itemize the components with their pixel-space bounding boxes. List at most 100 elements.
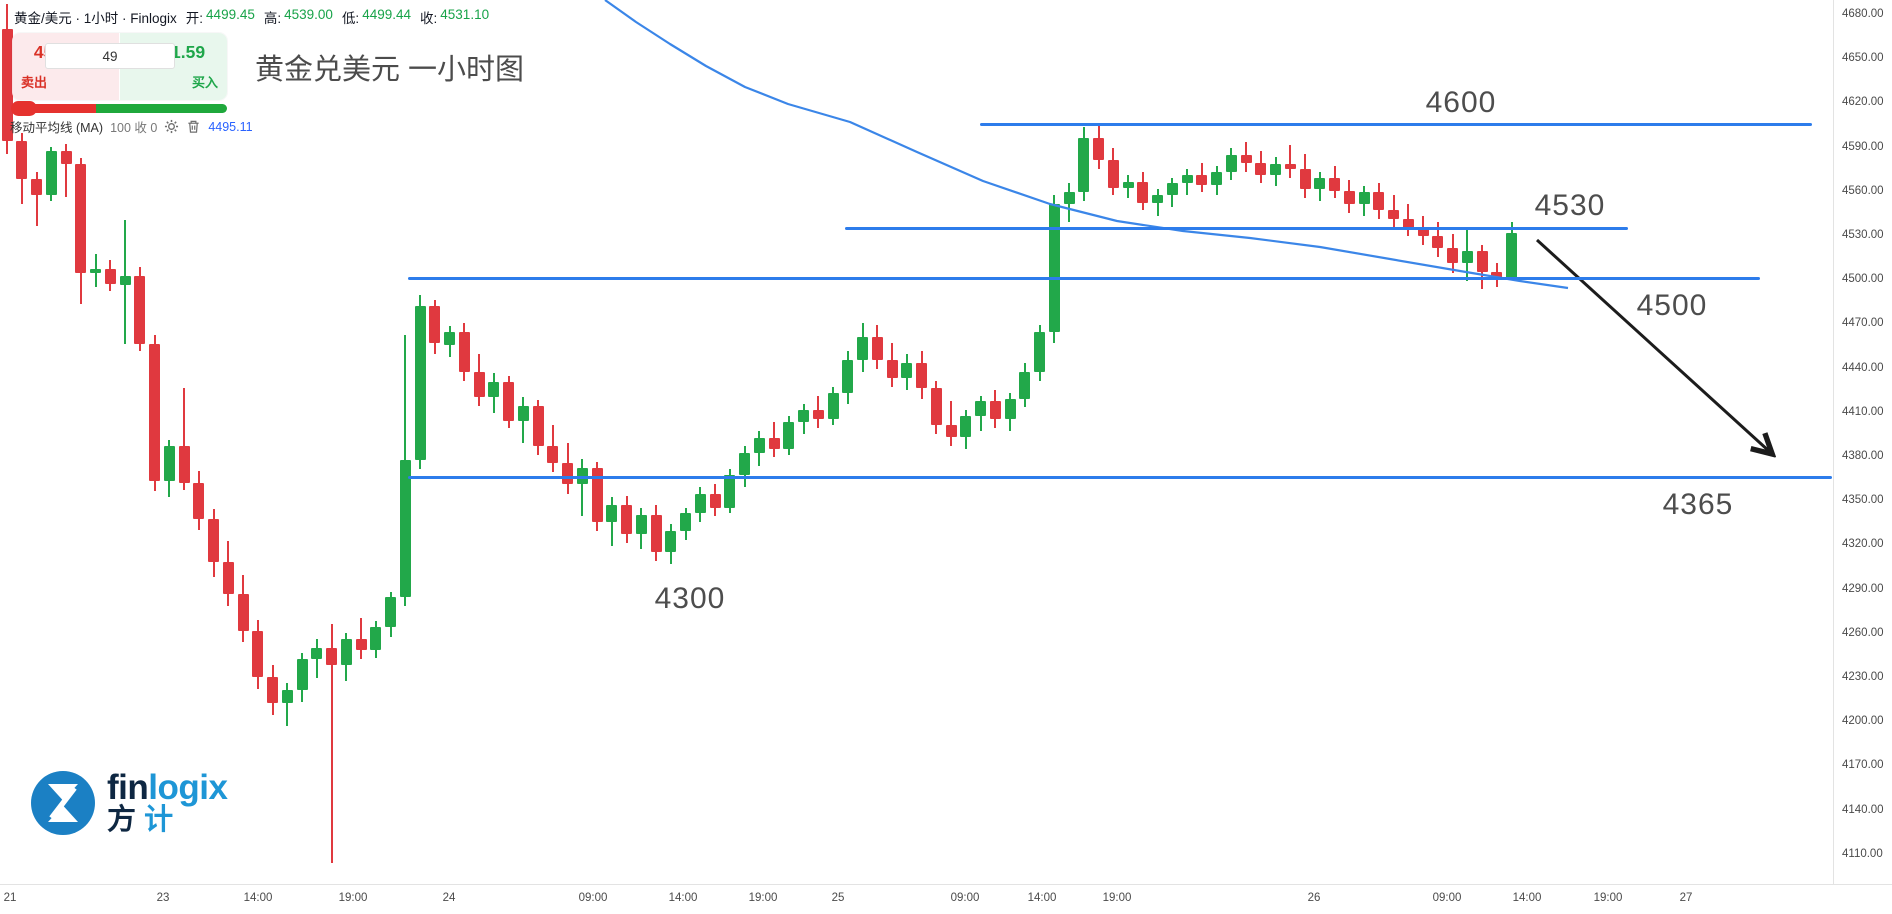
time-axis-label: 19:00 bbox=[1102, 892, 1132, 904]
level-line-4500[interactable] bbox=[408, 276, 1760, 280]
ohlc-high: 高: 4539.00 bbox=[263, 7, 333, 26]
candle bbox=[827, 392, 839, 420]
candle bbox=[340, 638, 352, 666]
indicator-row-ma[interactable]: 移动平均线 (MA) 100 收 0 4495.11 bbox=[10, 117, 253, 136]
trash-icon[interactable] bbox=[186, 119, 201, 134]
price-axis-label: 4500.00 bbox=[1842, 273, 1884, 286]
candle bbox=[370, 626, 382, 651]
candle bbox=[1048, 204, 1060, 333]
symbol-ohlc-bar[interactable]: 黄金/美元 · 1小时 · Finlogix 开: 4499.45 高: 4539.… bbox=[14, 7, 489, 27]
level-line-4530[interactable] bbox=[845, 226, 1628, 230]
candle bbox=[444, 332, 455, 346]
candle-wick bbox=[65, 143, 67, 197]
candle bbox=[60, 151, 72, 165]
candle bbox=[1417, 227, 1429, 237]
sentiment-buy-segment bbox=[96, 104, 227, 113]
candle bbox=[1255, 162, 1267, 175]
candle bbox=[753, 438, 765, 454]
candle bbox=[1019, 372, 1031, 399]
candle-wick bbox=[581, 458, 584, 517]
candle bbox=[665, 531, 677, 552]
candle bbox=[414, 305, 426, 461]
candle bbox=[134, 276, 146, 344]
candle bbox=[1491, 271, 1503, 278]
level-line-4600[interactable] bbox=[980, 122, 1812, 126]
indicator-value: 4495.11 bbox=[208, 119, 253, 134]
time-axis-label: 09:00 bbox=[1432, 892, 1462, 904]
level-label-4500[interactable]: 4500 bbox=[1636, 289, 1708, 322]
candle bbox=[606, 504, 618, 523]
candle bbox=[650, 514, 662, 552]
candle bbox=[119, 276, 131, 286]
candle bbox=[621, 504, 632, 535]
candle bbox=[267, 676, 278, 704]
price-axis[interactable]: 4680.00 4650.00 4620.00 4590.00 4560.00 4530.… bbox=[1833, 0, 1892, 884]
candle bbox=[1329, 177, 1340, 191]
candle bbox=[916, 363, 927, 389]
trend-arrow[interactable] bbox=[1535, 238, 1770, 452]
price-axis-label: 4290.00 bbox=[1842, 582, 1884, 595]
candle bbox=[281, 690, 293, 704]
time-axis[interactable]: 21 23 14:00 19:00 24 09:00 14:00 19:00 25 09:00 14… bbox=[0, 884, 1892, 914]
level-label-4600[interactable]: 4600 bbox=[1425, 86, 1497, 119]
candle bbox=[178, 445, 190, 483]
candle bbox=[1476, 251, 1488, 272]
candle bbox=[1506, 233, 1517, 280]
time-axis-label: 27 bbox=[1679, 892, 1693, 904]
candle bbox=[783, 422, 795, 449]
candle bbox=[1461, 251, 1473, 263]
time-axis-label: 14:00 bbox=[243, 892, 273, 904]
text-annotation-4300[interactable]: 4300 bbox=[654, 582, 726, 615]
level-label-4365[interactable]: 4365 bbox=[1662, 488, 1734, 521]
candle bbox=[930, 388, 942, 426]
price-axis-label: 4380.00 bbox=[1842, 449, 1884, 462]
time-axis-label: 19:00 bbox=[748, 892, 778, 904]
candle bbox=[208, 519, 219, 563]
candle bbox=[1137, 181, 1149, 203]
candle bbox=[694, 494, 706, 514]
price-axis-label: 4110.00 bbox=[1842, 847, 1883, 860]
candle bbox=[709, 494, 721, 508]
candle bbox=[517, 405, 529, 421]
candle bbox=[739, 453, 750, 476]
candle bbox=[1107, 159, 1119, 188]
level-line-4365[interactable] bbox=[408, 475, 1832, 479]
candle bbox=[1432, 236, 1444, 249]
candle bbox=[1034, 332, 1045, 372]
candle bbox=[488, 382, 500, 398]
finlogix-logo-icon bbox=[31, 771, 95, 835]
chart-canvas[interactable]: 4600 4530 4500 4365 4300 bbox=[0, 0, 1833, 884]
candle bbox=[326, 647, 337, 666]
candle bbox=[989, 401, 1001, 420]
time-axis-label: 14:00 bbox=[1027, 892, 1057, 904]
candle bbox=[355, 638, 367, 651]
price-axis-label: 4140.00 bbox=[1842, 803, 1884, 816]
candle bbox=[1, 28, 13, 141]
candle bbox=[222, 562, 234, 595]
candle bbox=[975, 401, 986, 417]
candle bbox=[1004, 398, 1016, 420]
candle-wick bbox=[1289, 145, 1292, 178]
chart-overlay bbox=[604, 0, 1833, 884]
price-axis-label: 4200.00 bbox=[1842, 715, 1884, 728]
candle bbox=[1078, 137, 1090, 193]
candle bbox=[1166, 183, 1178, 196]
candle bbox=[871, 336, 883, 361]
candle bbox=[90, 268, 101, 274]
moving-average-line[interactable] bbox=[604, 0, 1569, 290]
candle bbox=[1122, 181, 1134, 188]
candle bbox=[1063, 192, 1075, 205]
price-axis-label: 4620.00 bbox=[1842, 96, 1884, 109]
chart-title-watermark: 黄金兑美元 一小时图 bbox=[255, 54, 525, 86]
price-axis-label: 4350.00 bbox=[1842, 494, 1884, 507]
price-axis-label: 4680.00 bbox=[1842, 7, 1884, 20]
candle bbox=[1196, 174, 1208, 185]
candle bbox=[532, 405, 544, 446]
candle bbox=[724, 475, 736, 508]
sentiment-bar-cap bbox=[11, 101, 37, 116]
gear-icon[interactable] bbox=[164, 119, 179, 134]
quantity-input[interactable] bbox=[45, 43, 175, 69]
candle bbox=[901, 363, 913, 378]
level-label-4530[interactable]: 4530 bbox=[1534, 189, 1606, 222]
